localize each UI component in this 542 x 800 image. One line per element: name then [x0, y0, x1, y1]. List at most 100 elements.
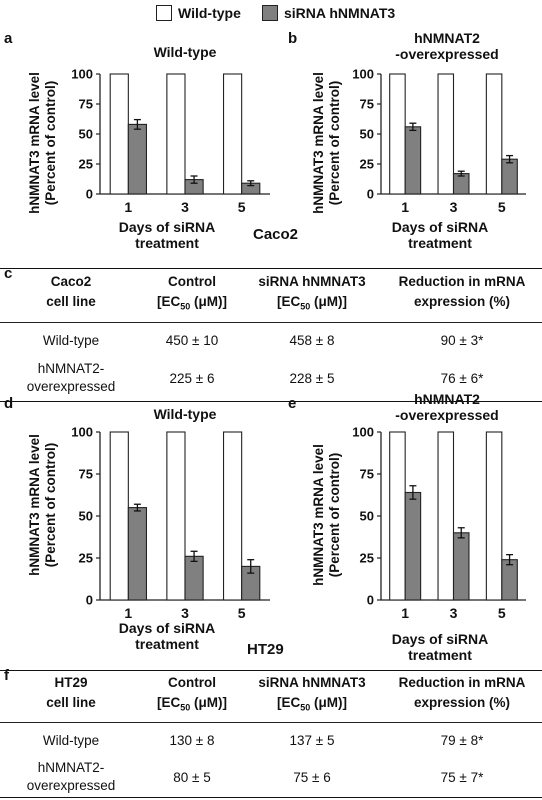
legend-label-sirna: siRNA hNMNAT3 — [284, 5, 396, 21]
chart-a-xtick-label: 5 — [238, 199, 246, 215]
table-c-header-reduction: Reduction in mRNA expression (%) — [398, 274, 526, 309]
table-c-row2-control: 225 ± 6 — [169, 370, 215, 386]
chart-d-title: Wild-type — [153, 406, 217, 422]
chart-a-ytick-label: 75 — [79, 97, 93, 112]
chart-e-xlabel-line1: Days of siRNA — [391, 631, 489, 647]
chart-b-title: hNMNAT2 -overexpressed — [372, 30, 522, 62]
cell-line-caco2: Caco2 — [253, 226, 299, 243]
chart-b-title-line1: hNMNAT2 — [414, 30, 480, 46]
chart-a-ylabel: hNMNAT3 mRNA level (Percent of control) — [27, 68, 61, 218]
table-c-row1-sirna: 458 ± 8 — [289, 332, 335, 348]
chart-d-ytick-label: 75 — [79, 467, 93, 482]
panel-letter-c: c — [4, 265, 13, 282]
table-f-header-reduction: Reduction in mRNA expression (%) — [398, 675, 526, 710]
table-c-header-sirna: siRNA hNMNAT3 [EC50 (μM)] — [258, 274, 366, 312]
chart-d-ytick-label: 100 — [71, 425, 93, 440]
table-c-bottom-rule — [0, 401, 542, 402]
panel-letter-b: b — [288, 30, 298, 47]
chart-b-ytick-label: 0 — [367, 187, 374, 202]
table-f-row1-cell-line: Wild-type — [42, 732, 100, 748]
table-c-row2-sirna: 228 ± 5 — [289, 370, 335, 386]
chart-e-bar-wild-type — [389, 431, 406, 601]
chart-d-ylabel: hNMNAT3 mRNA level (Percent of control) — [27, 430, 61, 580]
table-c-header-rule — [0, 322, 542, 323]
chart-b-xtick-label: 1 — [401, 199, 409, 215]
chart-a-bar-wild-type — [222, 73, 243, 195]
panel-letter-a: a — [4, 30, 13, 47]
table-f-header-control: Control [EC50 (μM)] — [156, 675, 227, 713]
chart-d-ylabel-line1: hNMNAT3 mRNA level — [27, 434, 42, 576]
panel-letter-f: f — [4, 667, 9, 684]
table-c-row1-cell-line: Wild-type — [42, 332, 100, 348]
chart-a-xtick-label: 3 — [181, 199, 189, 215]
chart-e-xtick-label: 5 — [498, 605, 506, 621]
chart-e-ytick-label: 0 — [367, 593, 374, 608]
table-f-row2-reduction: 75 ± 7* — [440, 769, 484, 785]
chart-e-ylabel-line1: hNMNAT3 mRNA level — [311, 444, 326, 586]
chart-a-ytick-label: 25 — [79, 157, 93, 172]
table-f: HT29 cell line Control [EC50 (μM)] siRNA h… — [0, 673, 542, 797]
table-f-row2-sirna: 75 ± 6 — [293, 769, 331, 785]
table-f-top-rule — [0, 670, 542, 671]
chart-a-ylabel-line2: (Percent of control) — [43, 80, 58, 206]
chart-e-xlabel: Days of siRNA treatment — [365, 631, 515, 663]
chart-b-bar-sirna — [452, 173, 470, 195]
chart-e-xtick-label: 3 — [450, 605, 458, 621]
legend-label-wild-type: Wild-type — [178, 5, 241, 21]
chart-b-bar-wild-type — [437, 73, 455, 195]
table-f-header-row: HT29 cell line Control [EC50 (μM)] siRNA h… — [0, 673, 542, 723]
table-c-row1-reduction: 90 ± 3* — [440, 332, 484, 348]
table-f-bottom-rule — [0, 797, 542, 798]
chart-d-ytick-label: 50 — [79, 509, 93, 524]
table-c-header-control: Control [EC50 (μM)] — [156, 274, 227, 312]
legend-item-sirna: siRNA hNMNAT3 — [262, 4, 395, 22]
chart-e-xlabel-line2: treatment — [408, 647, 472, 663]
table-f-row1-sirna: 137 ± 5 — [289, 732, 335, 748]
table-c-header-row: Caco2 cell line Control [EC50 (μM)] siRNA … — [0, 272, 542, 322]
chart-b-ylabel-line1: hNMNAT3 mRNA level — [311, 72, 326, 214]
table-c: Caco2 cell line Control [EC50 (μM)] siRNA … — [0, 272, 542, 398]
table-c-header-cell-line: Caco2 cell line — [46, 274, 96, 309]
chart-b-xlabel-line2: treatment — [408, 235, 472, 251]
chart-a-xlabel-line2: treatment — [135, 235, 199, 251]
table-c-row1-control: 450 ± 10 — [165, 332, 219, 348]
chart-a-ytick-label: 0 — [86, 187, 93, 202]
chart-e-ytick-label: 75 — [360, 467, 374, 482]
table-row: Wild-type 130 ± 8 137 ± 5 79 ± 8* — [0, 723, 542, 757]
table-c-row2-cell-line: hNMNAT2- overexpressed — [26, 361, 116, 394]
chart-d-bar-wild-type — [222, 431, 243, 601]
chart-a-bar-wild-type — [166, 73, 186, 195]
chart-b-ytick-label: 25 — [360, 157, 374, 172]
table-f-header-sirna: siRNA hNMNAT3 [EC50 (μM)] — [258, 675, 366, 713]
legend-swatch-wild-type — [156, 5, 172, 21]
legend-item-wild-type: Wild-type — [156, 4, 241, 22]
chart-a-title: Wild-type — [153, 44, 217, 60]
chart-a-xlabel-line1: Days of siRNA — [118, 219, 216, 235]
chart-b-ytick-label: 50 — [360, 127, 374, 142]
chart-d-xtick-label: 5 — [238, 605, 246, 621]
table-f-row2-cell-line: hNMNAT2- overexpressed — [26, 760, 116, 793]
cell-line-ht29: HT29 — [247, 641, 284, 658]
chart-b-ytick-label: 100 — [352, 67, 374, 82]
legend: Wild-type siRNA hNMNAT3 — [0, 4, 542, 24]
chart-e-title-line2: -overexpressed — [395, 407, 499, 423]
chart-b-ylabel-line2: (Percent of control) — [327, 80, 342, 206]
chart-a-bar-wild-type — [109, 73, 129, 195]
chart-b-ytick-label: 75 — [360, 97, 374, 112]
chart-d-xtick-label: 1 — [124, 605, 132, 621]
table-row: hNMNAT2- overexpressed 80 ± 5 75 ± 6 75 ±… — [0, 757, 542, 797]
chart-b-bar-sirna — [404, 126, 422, 195]
chart-e-bar-wild-type — [485, 431, 503, 601]
table-row: hNMNAT2- overexpressed 225 ± 6 228 ± 5 76… — [0, 358, 542, 398]
table-row: Wild-type 450 ± 10 458 ± 8 90 ± 3* — [0, 322, 542, 358]
chart-e-bar-sirna — [501, 559, 518, 601]
chart-d-bar-sirna — [127, 507, 148, 601]
table-f-row1-reduction: 79 ± 8* — [440, 732, 484, 748]
chart-a-xlabel: Days of siRNA treatment — [92, 219, 242, 251]
chart-d-bar-sirna — [184, 555, 204, 601]
chart-d-xtick-label: 3 — [181, 605, 189, 621]
chart-e-xtick-label: 1 — [401, 605, 409, 621]
chart-b-xtick-label: 5 — [498, 199, 506, 215]
chart-e-ylabel-line2: (Percent of control) — [327, 452, 342, 578]
chart-b-ylabel: hNMNAT3 mRNA level (Percent of control) — [311, 68, 345, 218]
